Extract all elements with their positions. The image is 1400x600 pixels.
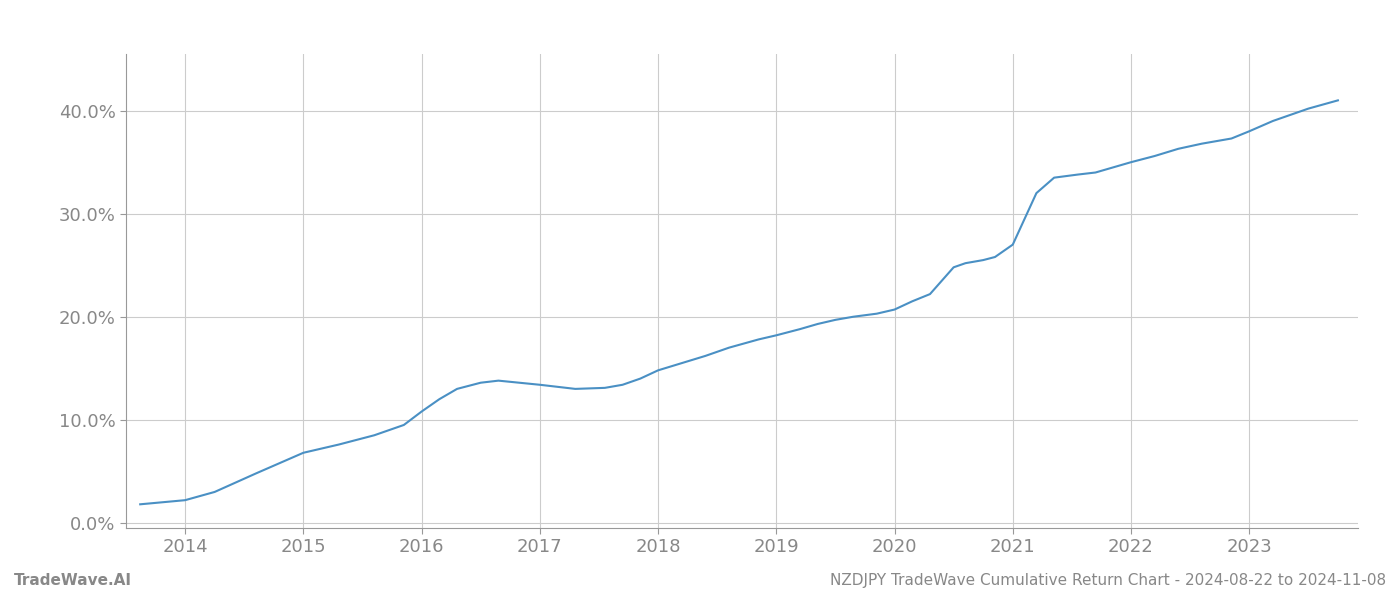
Text: TradeWave.AI: TradeWave.AI [14,573,132,588]
Text: NZDJPY TradeWave Cumulative Return Chart - 2024-08-22 to 2024-11-08: NZDJPY TradeWave Cumulative Return Chart… [830,573,1386,588]
